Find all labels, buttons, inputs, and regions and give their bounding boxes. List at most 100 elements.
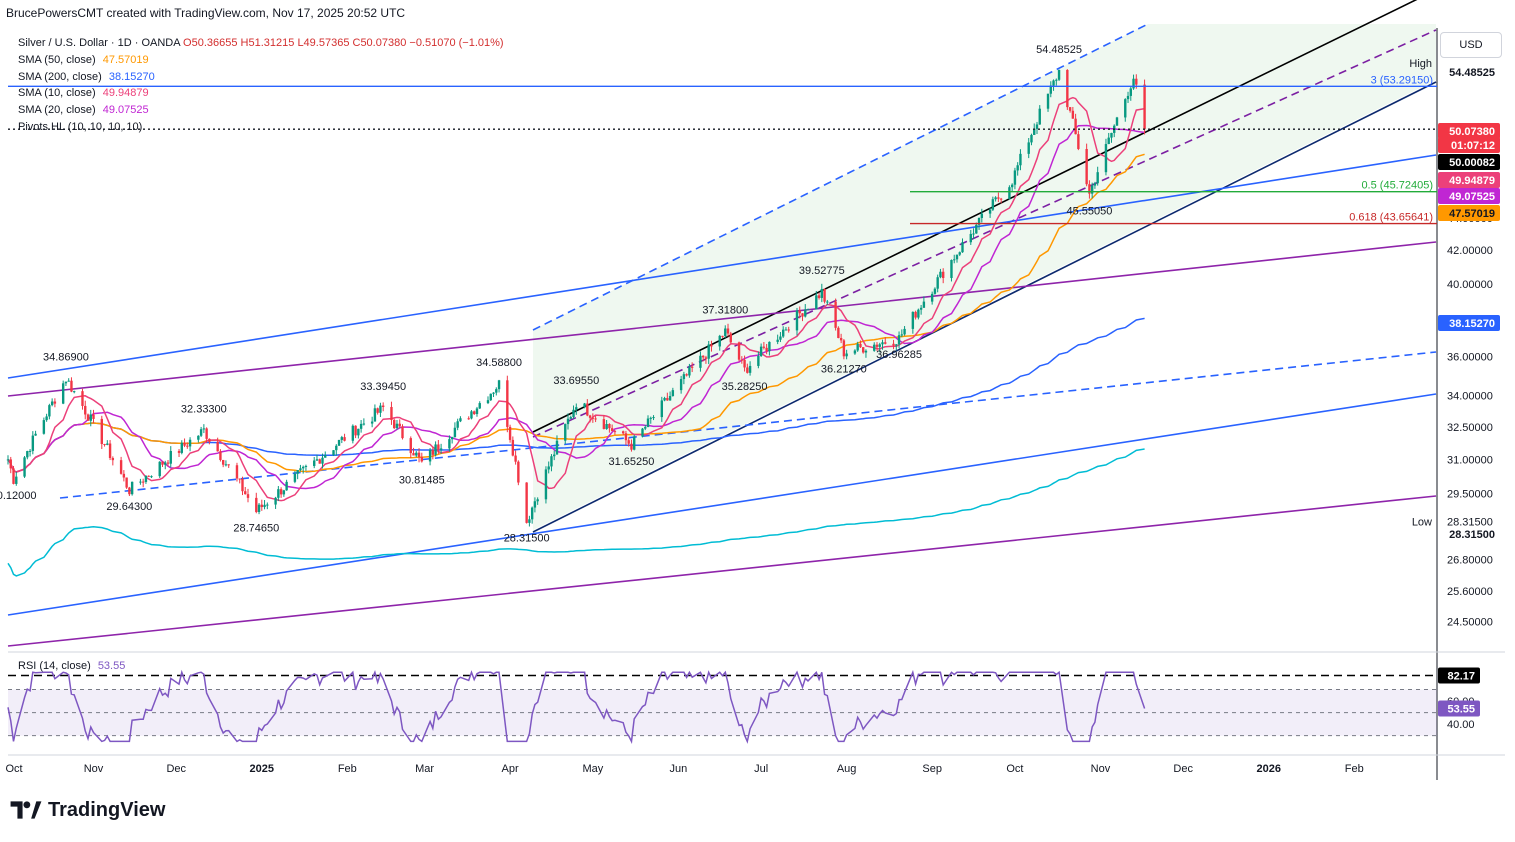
pivot-label: 29.64300 [106,501,152,513]
price-tick-label: 24.50000 [1447,616,1493,628]
sma20-label: SMA (20, close) [18,104,96,117]
candle-body [221,459,225,465]
currency-button[interactable]: USD [1440,32,1502,58]
candle-body [208,438,211,442]
candle-body [282,490,286,495]
candle-body [980,213,984,218]
time-tick-label: 2025 [250,763,274,775]
candle-body [878,344,881,347]
long-sma-line [7,448,1145,577]
candle-body [332,450,335,456]
sma20-value: 49.07525 [102,104,149,117]
candle-body [873,344,876,351]
candle-body [817,295,821,298]
candle-body [31,435,35,451]
candle-body [861,347,865,353]
price-tick-label: 25.60000 [1447,586,1493,598]
candle-body [50,401,54,406]
ohlc-high: H51.31215 [240,37,295,49]
candle-body [575,407,578,410]
candle-body [787,329,790,331]
candle-body [768,341,771,352]
rsi-pane [7,669,1437,744]
pivot-label: 39.52775 [799,265,845,277]
candle-body [690,366,694,368]
candle-body [15,476,18,484]
candle-body [784,329,788,331]
time-tick-label: 2026 [1256,763,1280,775]
high-label: High [1409,58,1432,70]
candle-body [1013,170,1017,185]
price-scale-labels: 54.48525 50.07380 01:07:12 50.00082 49.94879… [1438,64,1500,717]
price-badge-bg [1438,154,1500,170]
candle-body [169,450,172,464]
candle-body [53,401,57,404]
candle-body [569,417,572,419]
legend-pivots[interactable]: Pivots HL (10, 10, 10, 10) [18,119,504,136]
chart-legend: Silver / U.S. Dollar · 1D · OANDA O50.36… [18,35,504,136]
candle-body [89,414,92,421]
candle-body [274,497,277,505]
candle-body [530,507,534,520]
candle-body [415,452,418,456]
sma200-value: 38.15270 [108,70,155,83]
candle-body [746,367,749,373]
candle-body [1019,153,1022,166]
legend-sma200[interactable]: SMA (200, close) 38.15270 [18,69,504,86]
candle-body [630,443,633,450]
price-badge-bg [1438,137,1500,153]
candle-body [975,224,978,234]
candle-body [856,343,859,351]
candle-body [726,328,730,334]
candle-body [1049,85,1052,94]
candle-body [125,477,128,488]
candle-body [183,442,186,446]
time-tick-label: Aug [837,763,857,775]
candle-body [939,271,942,278]
candle-body [930,293,934,302]
candle-body [86,414,90,421]
candle-body [362,423,366,425]
candle-body [335,445,338,451]
candle-body [70,380,73,392]
sma200-label: SMA (200, close) [18,70,102,83]
candle-body [671,390,675,397]
pivot-label: 33.69550 [553,375,599,387]
candle-body [1008,187,1011,200]
candle-body [381,405,385,407]
candle-body [489,393,492,401]
candle-body [685,374,688,376]
rsi-value: 53.55 [97,660,126,672]
moving-averages [7,96,1145,577]
candle-body [668,396,672,401]
candle-body [119,460,123,474]
candle-body [495,389,498,393]
time-tick-label: Jun [669,763,687,775]
time-tick-label: Apr [502,763,519,775]
price-badge-bg [1438,64,1500,80]
legend-sma50[interactable]: SMA (50, close) 47.57019 [18,52,504,69]
legend-sma20[interactable]: SMA (20, close) 49.07525 [18,102,504,119]
candle-body [28,450,32,452]
rsi-legend[interactable]: RSI (14, close) 53.55 [18,660,125,672]
candle-body [679,379,683,391]
legend-sma10[interactable]: SMA (10, close) 49.94879 [18,85,504,102]
time-tick-label: Nov [1091,763,1111,775]
symbol-row[interactable]: Silver / U.S. Dollar · 1D · OANDA O50.36… [18,35,504,52]
candle-body [199,429,203,436]
candle-body [779,336,782,340]
candle-body [660,400,664,418]
candle-body [555,440,559,455]
candle-body [437,444,440,450]
candle-body [64,381,68,384]
candle-body [1035,124,1039,129]
candle-body [553,454,556,457]
candle-body [238,478,241,480]
candle-body [547,466,550,470]
candle-body [994,197,997,200]
candle-body [296,470,299,474]
time-tick-label: Dec [1173,763,1193,775]
candle-body [506,380,509,427]
candle-body [357,428,360,436]
